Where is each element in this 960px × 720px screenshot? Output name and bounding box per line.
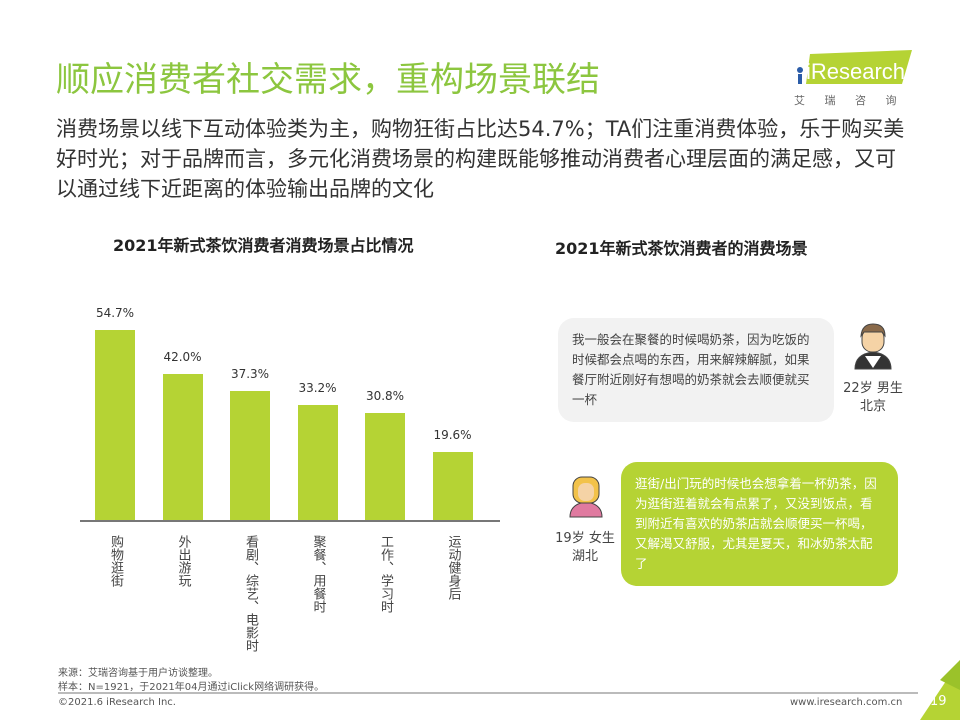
- bar-chart: 54.7% 42.0% 37.3% 33.2% 30.8% 19.6%: [80, 300, 500, 530]
- bar: [432, 451, 473, 520]
- x-tick-label: 聚餐、用餐时: [310, 535, 326, 613]
- male-avatar-icon: [854, 323, 892, 370]
- page-number: 19: [930, 694, 947, 709]
- quote-bubble-female: 逛街/出门玩的时候也会想拿着一杯奶茶，因为逛街逛着就会有点累了，又没到饭点，看到…: [621, 462, 898, 586]
- female-avatar-icon: [569, 476, 603, 518]
- x-tick-label: 外出游玩: [175, 535, 191, 587]
- male-info: 22岁 男生 北京: [843, 381, 903, 414]
- bar-value-label: 54.7%: [95, 306, 135, 321]
- bar: [162, 374, 203, 520]
- bar-value-label: 33.2%: [298, 380, 337, 395]
- corner-decoration: [920, 660, 960, 720]
- x-labels: 购物逛街 外出游玩 看剧、综艺、电影时 聚餐、用餐时 工作、学习时 运动健身后: [80, 535, 500, 655]
- quote-bubble-male: 我一般会在聚餐的时候喝奶茶，因为吃饭的时候都会点喝的东西，用来解辣解腻，如果餐厅…: [558, 318, 834, 422]
- chart-title: 2021年新式茶饮消费者消费场景占比情况: [113, 236, 414, 255]
- x-tick-label: 工作、学习时: [378, 535, 393, 613]
- subtitle: 消费场景以线下互动体验类为主，购物狂街占比达54.7%；TA们注重消费体验，乐于…: [56, 117, 905, 201]
- bar: [95, 330, 135, 520]
- footer-divider: [58, 692, 918, 694]
- bar: [365, 413, 405, 520]
- bar-value-label: 37.3%: [230, 366, 270, 381]
- x-tick-label: 看剧、综艺、电影时: [243, 535, 258, 652]
- svg-text:iResearch: iResearch: [806, 59, 905, 84]
- x-axis: [80, 520, 500, 522]
- scenes-title: 2021年新式茶饮消费者的消费场景: [555, 239, 808, 258]
- logo: iResearch 艾 瑞 咨 询: [790, 48, 920, 108]
- website-link[interactable]: www.iresearch.com.cn: [790, 697, 903, 708]
- bar: [230, 390, 270, 520]
- logo-cn: 艾 瑞 咨 询: [794, 94, 905, 107]
- x-tick-label: 购物逛街: [108, 535, 123, 587]
- bar: [297, 404, 338, 520]
- page-title: 顺应消费者社交需求，重构场景联结: [56, 60, 600, 100]
- x-tick-label: 运动健身后: [445, 535, 461, 600]
- copyright: ©2021.6 iResearch Inc.: [58, 697, 176, 708]
- source-note: 来源：艾瑞咨询基于用户访谈整理。: [58, 668, 218, 679]
- bar-value-label: 19.6%: [433, 427, 472, 442]
- bar-value-label: 30.8%: [365, 389, 405, 404]
- sample-note: 样本：N=1921，于2021年04月通过iClick网络调研获得。: [58, 682, 325, 693]
- iresearch-logo-icon: iResearch: [797, 50, 912, 84]
- female-info: 19岁 女生 湖北: [555, 531, 615, 564]
- bar-value-label: 42.0%: [163, 350, 202, 365]
